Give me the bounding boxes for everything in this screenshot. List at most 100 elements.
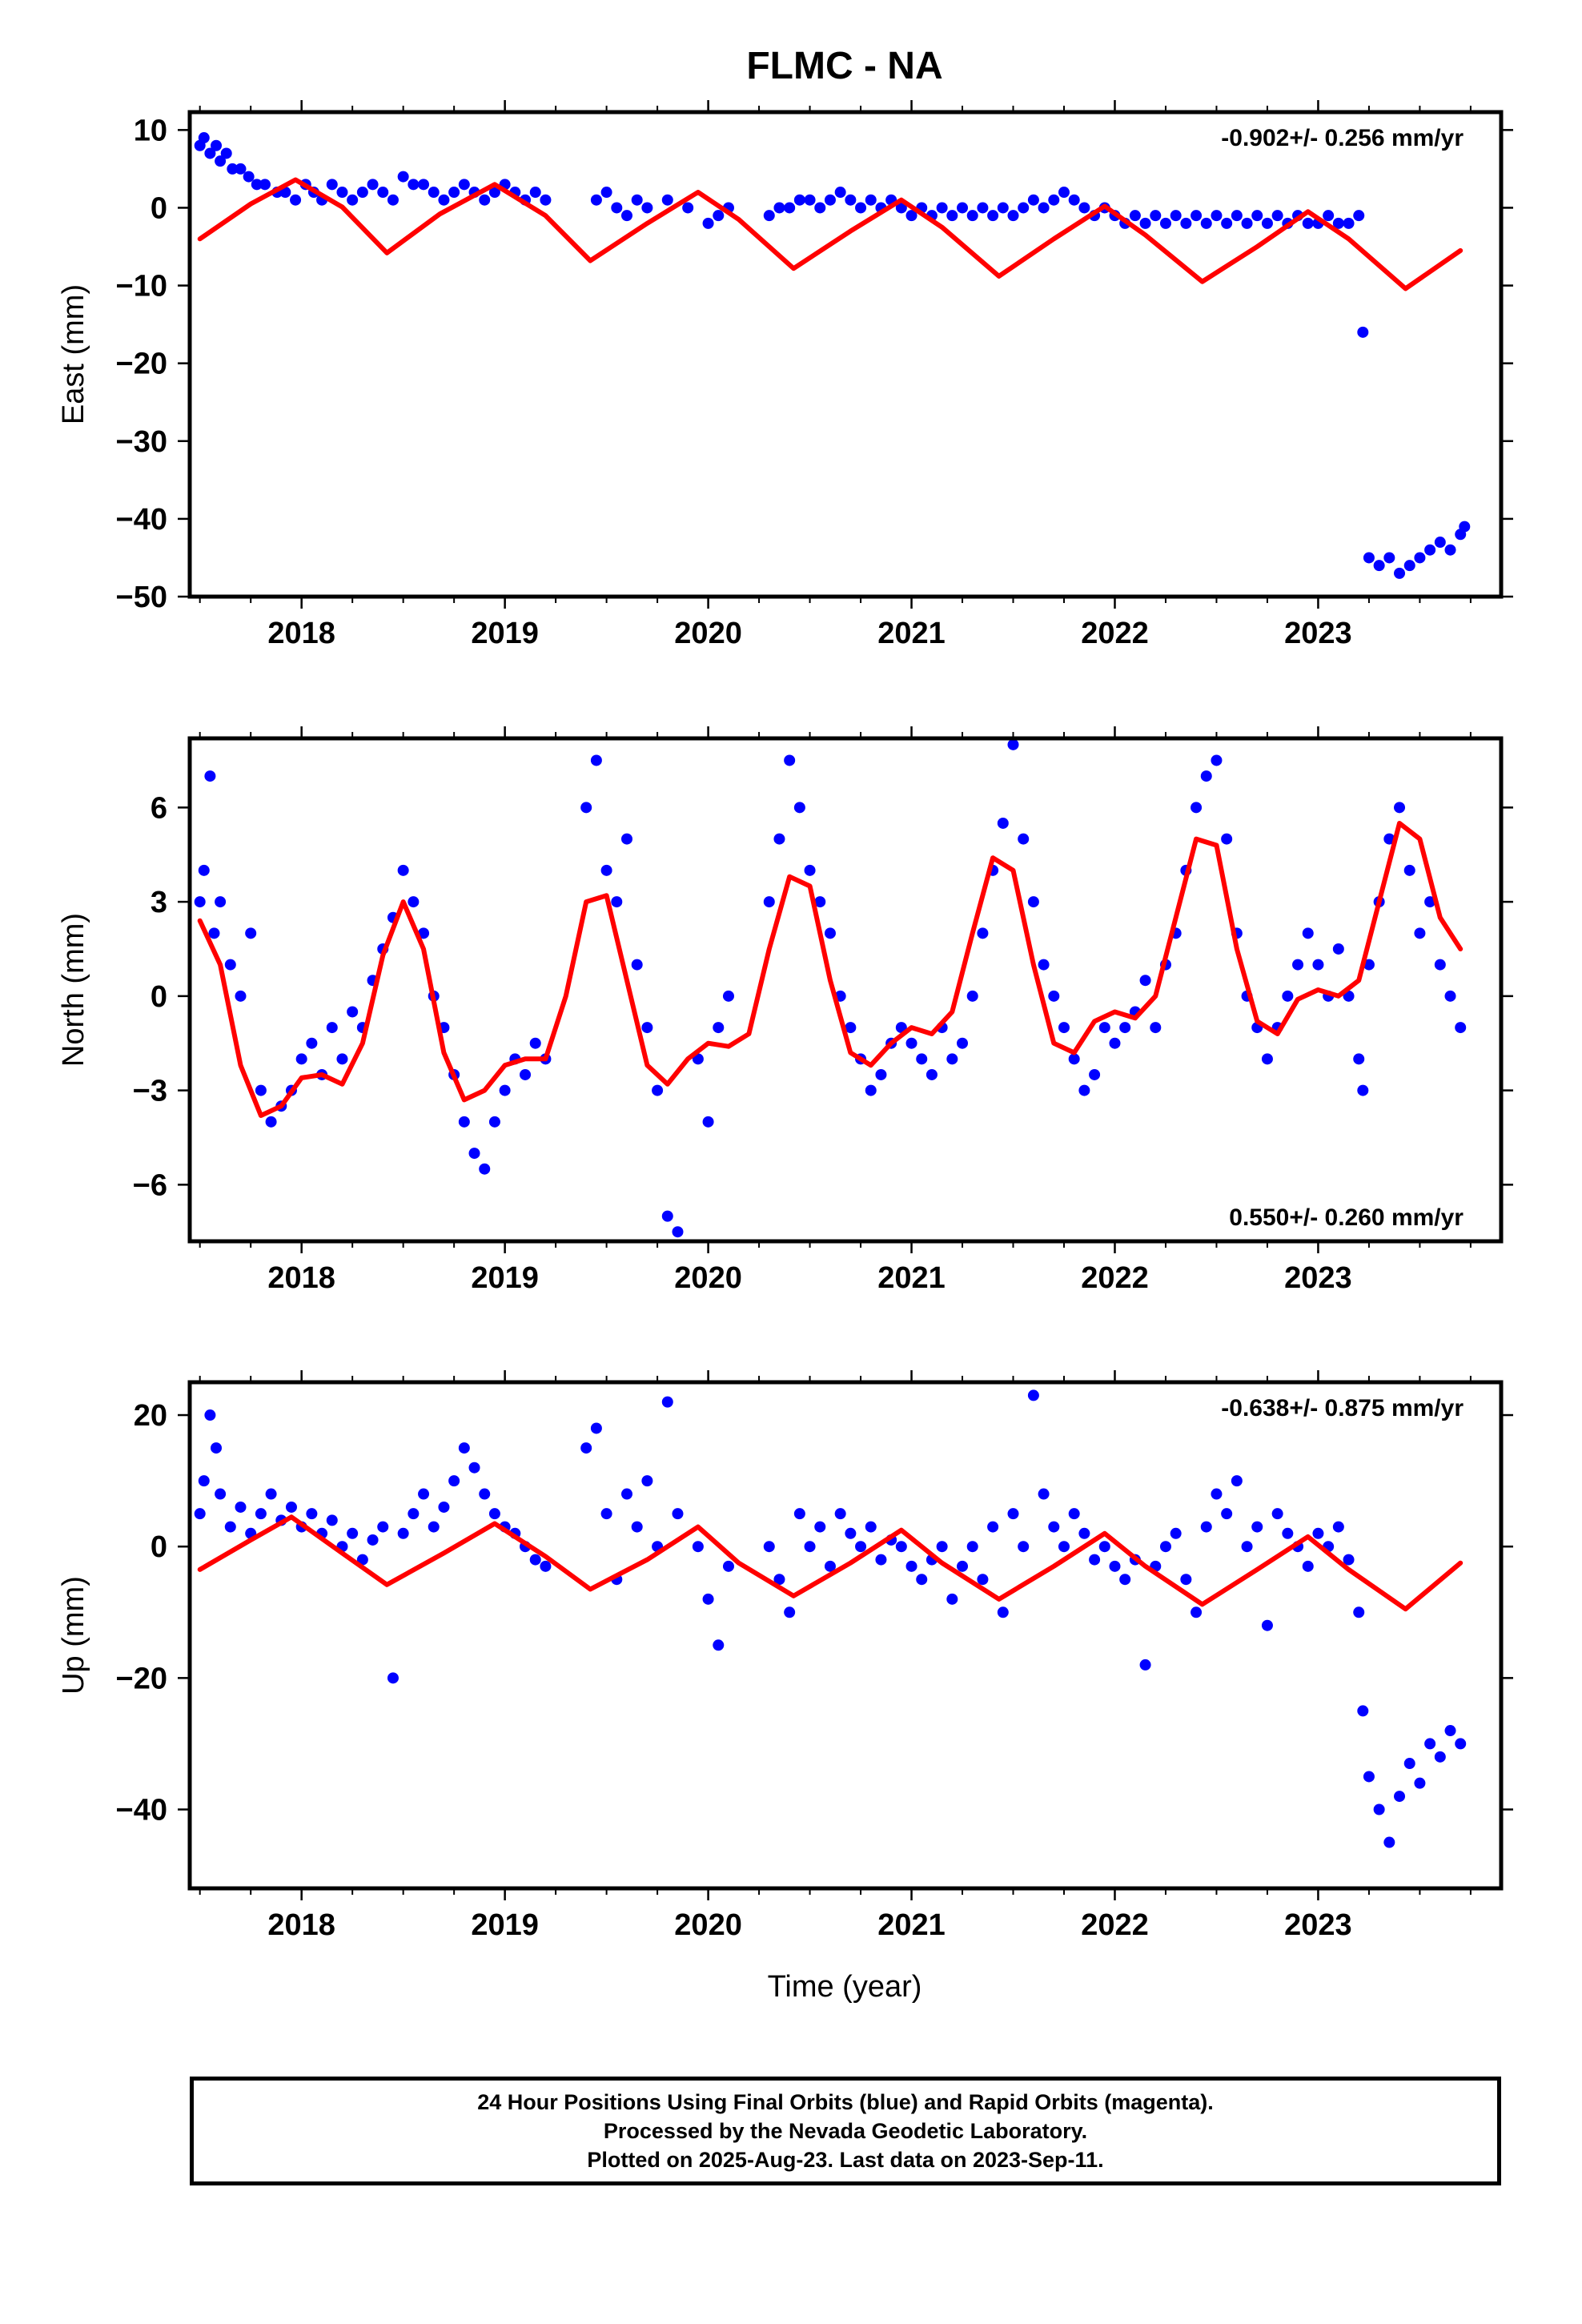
north-data-point <box>916 1053 928 1065</box>
up-data-point <box>977 1574 989 1586</box>
up-data-point <box>1018 1541 1030 1553</box>
east-data-point <box>1231 210 1243 222</box>
east-data-point <box>326 179 338 191</box>
east-data-point <box>1459 521 1471 533</box>
up-data-point <box>235 1501 247 1513</box>
east-data-point <box>611 202 623 214</box>
north-data-point <box>408 896 420 908</box>
up-data-point <box>1027 1389 1039 1401</box>
footer-line-orbits: 24 Hour Positions Using Final Orbits (bl… <box>477 2090 1214 2114</box>
up-data-point <box>1343 1554 1355 1566</box>
up-data-point <box>285 1501 297 1513</box>
up-data-point <box>590 1422 602 1434</box>
north-data-point <box>326 1022 338 1034</box>
east-x-tick-label: 2022 <box>1081 617 1149 650</box>
east-data-point <box>479 194 491 206</box>
north-data-point <box>1332 943 1344 955</box>
panels-group: 2018 2019 2020 2021 2022 2023−50−40−30−20−100… <box>57 100 1513 1942</box>
north-data-point <box>245 927 257 939</box>
east-data-point <box>377 187 389 199</box>
north-data-point <box>204 770 216 782</box>
east-data-point <box>1343 217 1355 229</box>
north-data-point <box>1455 1022 1467 1034</box>
east-plot-area <box>194 132 1471 579</box>
north-data-point <box>198 864 210 876</box>
north-data-point <box>997 817 1009 829</box>
up-data-point <box>814 1521 826 1533</box>
north-data-point <box>1261 1053 1273 1065</box>
north-data-point <box>713 1022 725 1034</box>
north-data-point <box>520 1068 532 1080</box>
chart-title: FLMC - NA <box>746 45 942 87</box>
up-data-point <box>1282 1527 1294 1539</box>
east-data-point <box>713 210 725 222</box>
north-data-point <box>1363 959 1375 971</box>
east-data-point <box>418 179 430 191</box>
up-panel: 2018 2019 2020 2021 2022 2023 −40 −20 0 20 Up (mm)… <box>57 1370 1513 1942</box>
east-data-point <box>1027 194 1039 206</box>
north-data-point <box>845 1022 857 1034</box>
north-y-tick-label: 0 <box>151 980 167 1014</box>
east-data-point <box>1170 210 1182 222</box>
up-data-point <box>855 1541 867 1553</box>
up-data-point <box>1434 1751 1446 1763</box>
up-data-point <box>1363 1771 1375 1783</box>
up-data-point <box>1058 1541 1070 1553</box>
north-data-point <box>641 1022 653 1034</box>
north-data-point <box>208 927 220 939</box>
up-data-point <box>1414 1777 1426 1789</box>
north-data-point <box>1150 1022 1162 1034</box>
east-data-point <box>957 202 969 214</box>
east-data-point <box>211 139 223 151</box>
east-data-point <box>1414 552 1426 564</box>
east-y-tick-label: −50 <box>116 581 167 614</box>
east-y-tick-label: −20 <box>116 348 167 381</box>
east-data-point <box>1221 217 1233 229</box>
up-x-tick-label: 2019 <box>471 1908 539 1942</box>
east-data-point <box>763 210 775 222</box>
east-y-tick-label: −10 <box>116 270 167 304</box>
up-data-point <box>1211 1488 1223 1500</box>
east-x-tick-label: 2020 <box>674 617 742 650</box>
north-data-point <box>418 927 430 939</box>
north-data-point <box>347 1006 359 1018</box>
north-data-point <box>793 802 805 814</box>
up-data-point <box>1271 1508 1283 1520</box>
north-data-point <box>1221 833 1233 845</box>
north-data-point <box>488 1116 500 1128</box>
north-data-point <box>875 1068 887 1080</box>
up-data-point <box>529 1554 541 1566</box>
up-y-tick-label: 0 <box>151 1530 167 1564</box>
east-data-point <box>397 171 409 183</box>
up-data-point <box>1302 1560 1314 1572</box>
north-data-point <box>580 802 592 814</box>
east-data-point <box>600 187 612 199</box>
east-data-point <box>834 187 846 199</box>
north-x-tick-label: 2023 <box>1284 1261 1352 1295</box>
east-data-point <box>773 202 785 214</box>
north-panel: 2018 2019 2020 2021 2022 2023 −6 −3 0 3 6 North (mm… <box>57 726 1513 1295</box>
north-data-point <box>652 1084 664 1096</box>
up-data-point <box>793 1508 805 1520</box>
up-data-point <box>692 1541 704 1553</box>
east-data-point <box>1058 187 1070 199</box>
east-data-point <box>661 194 673 206</box>
north-data-point <box>255 1084 267 1096</box>
up-data-point <box>448 1475 460 1487</box>
east-data-point <box>997 202 1009 214</box>
east-data-point <box>1323 210 1335 222</box>
north-y-tick-label: 6 <box>151 791 167 825</box>
north-data-point <box>773 833 785 845</box>
up-data-point <box>1231 1475 1243 1487</box>
east-data-point <box>488 187 500 199</box>
north-data-point <box>1424 896 1436 908</box>
up-data-point <box>1312 1527 1324 1539</box>
up-data-point <box>672 1508 684 1520</box>
north-data-point <box>722 990 734 1002</box>
up-data-point <box>347 1527 359 1539</box>
east-data-point <box>204 147 216 159</box>
footer-caption-box: 24 Hour Positions Using Final Orbits (bl… <box>190 2077 1501 2185</box>
up-data-point <box>661 1396 673 1408</box>
up-data-point <box>1424 1738 1436 1750</box>
up-y-tick-label: −40 <box>116 1794 167 1827</box>
